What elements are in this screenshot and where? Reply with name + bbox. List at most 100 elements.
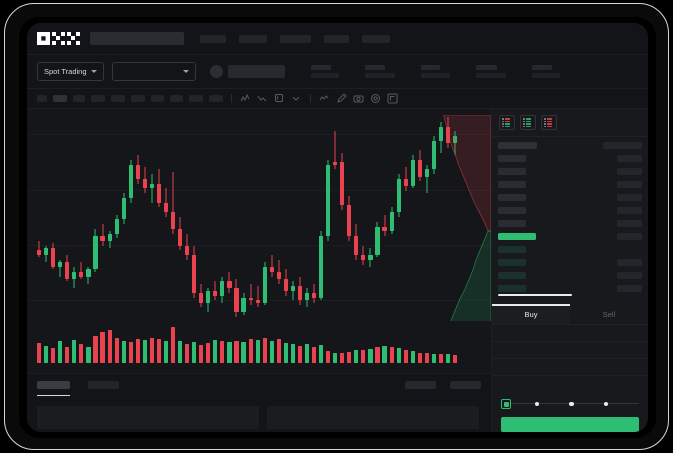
candle-body bbox=[382, 226, 387, 232]
slider-stop-25[interactable] bbox=[534, 401, 539, 406]
amount-slider[interactable] bbox=[501, 398, 639, 410]
market-stat-label bbox=[420, 65, 440, 70]
header-nav-item-0[interactable] bbox=[200, 34, 226, 43]
orderbook-ask-row-0[interactable] bbox=[498, 154, 642, 163]
orderbook-ask-row-4[interactable] bbox=[498, 206, 642, 215]
toolbar-interval-8[interactable] bbox=[189, 95, 203, 102]
toolbar-interval-3[interactable] bbox=[91, 95, 105, 102]
volume-bar-56 bbox=[431, 354, 436, 363]
indicators-icon[interactable] bbox=[240, 93, 251, 104]
candle-body bbox=[220, 281, 225, 296]
volume-bar-7 bbox=[86, 347, 91, 363]
trading-mode-select[interactable]: Spot Trading bbox=[37, 62, 104, 81]
orderbook-bid-row-2[interactable] bbox=[498, 271, 642, 280]
candle-54 bbox=[417, 109, 422, 321]
candle-body bbox=[276, 271, 281, 279]
market-stat-2 bbox=[420, 65, 450, 78]
bar bbox=[547, 123, 552, 125]
fullscreen-icon[interactable] bbox=[387, 93, 398, 104]
toolbar-interval-5[interactable] bbox=[131, 95, 145, 102]
candle-body bbox=[65, 262, 70, 279]
pair-select[interactable] bbox=[111, 62, 196, 81]
candle-45 bbox=[354, 109, 359, 321]
orderbook-bid-row-0[interactable] bbox=[498, 245, 642, 254]
price-chart[interactable] bbox=[27, 109, 491, 321]
orderbook-ask-row-5[interactable] bbox=[498, 219, 642, 228]
slider-stop-50[interactable] bbox=[569, 401, 574, 406]
volume-bar-45 bbox=[354, 350, 359, 363]
orderbook-cell-right bbox=[617, 181, 642, 188]
toolbar-interval-0[interactable] bbox=[37, 95, 47, 102]
templates-icon[interactable] bbox=[274, 93, 285, 104]
orders-action-1[interactable] bbox=[450, 381, 481, 389]
orders-tab-0[interactable] bbox=[37, 381, 70, 396]
volume-bar-23 bbox=[199, 345, 204, 363]
trend-line-icon[interactable] bbox=[319, 93, 330, 104]
orderbook-table[interactable] bbox=[492, 137, 648, 296]
header-nav-item-3[interactable] bbox=[324, 34, 349, 43]
orderbook-scrollbar[interactable] bbox=[498, 294, 572, 296]
candle-body bbox=[410, 159, 415, 187]
header-nav-item-2[interactable] bbox=[280, 34, 311, 43]
candle-wick bbox=[102, 224, 104, 246]
candle-body bbox=[354, 236, 359, 256]
tab-sell[interactable]: Sell bbox=[602, 310, 616, 319]
tick bbox=[502, 120, 504, 122]
pencil-icon[interactable] bbox=[336, 93, 347, 104]
header-nav-item-4[interactable] bbox=[362, 34, 390, 43]
main-body: Buy Sell bbox=[27, 109, 648, 432]
orderbook-cell-left bbox=[498, 272, 526, 279]
market-stats bbox=[310, 65, 560, 78]
buy-submit-button[interactable] bbox=[501, 417, 639, 432]
chart-type-icon[interactable] bbox=[257, 93, 268, 104]
candle-body bbox=[234, 288, 239, 313]
candle-body bbox=[262, 267, 267, 303]
bar bbox=[547, 118, 552, 120]
orderbook-cell-left bbox=[498, 194, 526, 201]
slider-stop-75[interactable] bbox=[603, 401, 608, 406]
orderbook-asks-icon[interactable] bbox=[541, 115, 557, 130]
toolbar-interval-6[interactable] bbox=[151, 95, 164, 102]
candle-18 bbox=[163, 109, 169, 321]
toolbar-interval-2[interactable] bbox=[73, 95, 85, 102]
candle-body bbox=[241, 297, 246, 313]
header-nav-item-1[interactable] bbox=[239, 34, 267, 43]
toolbar-interval-4[interactable] bbox=[111, 95, 125, 102]
volume-bar-4 bbox=[65, 346, 70, 363]
toolbar-interval-7[interactable] bbox=[170, 95, 183, 102]
candle-52 bbox=[403, 109, 408, 321]
orderbook-bid-row-1[interactable] bbox=[498, 258, 642, 267]
market-stat-label bbox=[310, 65, 331, 70]
order-type-field[interactable] bbox=[492, 325, 648, 341]
candle-body bbox=[361, 255, 366, 260]
camera-icon[interactable] bbox=[353, 93, 364, 104]
toolbar-interval-1[interactable] bbox=[53, 95, 67, 102]
orderbook-ask-row-3[interactable] bbox=[498, 193, 642, 202]
volume-bar-5 bbox=[72, 339, 77, 363]
orderbook-both-icon[interactable] bbox=[499, 115, 515, 130]
candle-wick bbox=[172, 171, 174, 234]
volume-bar-30 bbox=[248, 339, 253, 363]
orderbook-header-row[interactable] bbox=[498, 141, 642, 150]
orders-tab-1[interactable] bbox=[88, 381, 119, 389]
search-input[interactable] bbox=[90, 32, 184, 45]
gridline-2 bbox=[27, 244, 491, 246]
orderbook-ask-row-2[interactable] bbox=[498, 180, 642, 189]
orderbook-cell-right bbox=[617, 155, 642, 162]
orders-action-0[interactable] bbox=[405, 381, 436, 389]
candle-body bbox=[255, 300, 260, 303]
slider-handle[interactable] bbox=[501, 399, 511, 409]
tab-buy[interactable]: Buy bbox=[492, 304, 570, 324]
orderbook-spread-row[interactable] bbox=[498, 232, 642, 241]
okx-logo-icon[interactable] bbox=[37, 32, 80, 45]
orderbook-bids-icon[interactable] bbox=[520, 115, 536, 130]
orderbook-bid-row-3[interactable] bbox=[498, 284, 642, 293]
settings-icon[interactable] bbox=[370, 93, 381, 104]
amount-field[interactable] bbox=[492, 359, 648, 375]
chevron-down-icon[interactable] bbox=[291, 93, 302, 104]
logo-glyph-k bbox=[52, 32, 65, 45]
price-field[interactable] bbox=[492, 342, 648, 358]
orderbook-ask-row-1[interactable] bbox=[498, 167, 642, 176]
toolbar-interval-9[interactable] bbox=[209, 95, 223, 102]
total-field[interactable] bbox=[492, 376, 648, 392]
